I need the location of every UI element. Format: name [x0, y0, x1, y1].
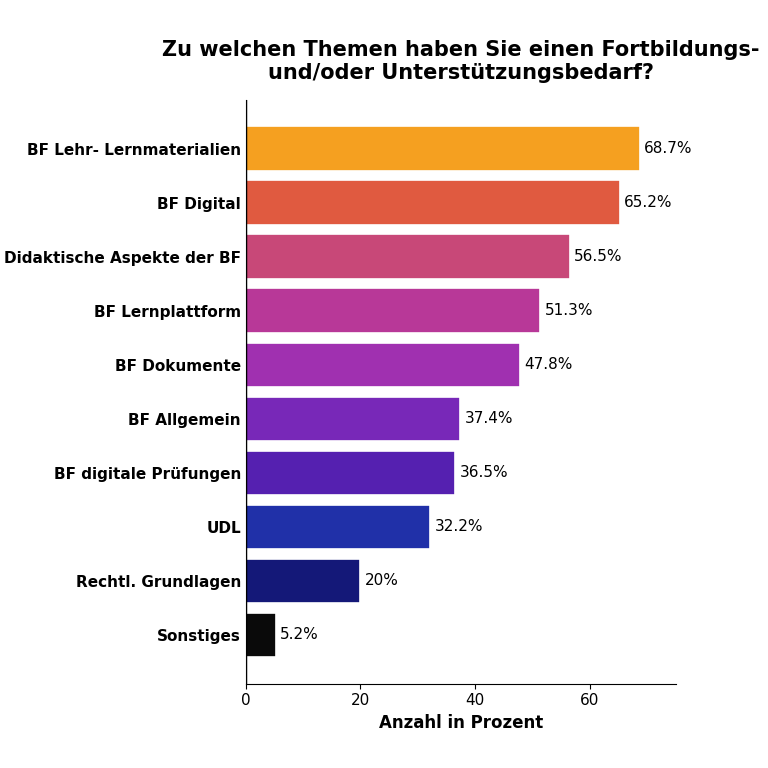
Bar [246, 396, 460, 441]
Bar [246, 180, 620, 225]
Text: 56.5%: 56.5% [574, 249, 623, 264]
Text: 47.8%: 47.8% [525, 357, 573, 372]
Bar [246, 343, 520, 387]
Text: 68.7%: 68.7% [644, 141, 693, 156]
Text: 20%: 20% [365, 573, 399, 588]
Bar [246, 127, 640, 170]
Title: Zu welchen Themen haben Sie einen Fortbildungs-
und/oder Unterstützungsbedarf?: Zu welchen Themen haben Sie einen Fortbi… [162, 40, 760, 83]
Bar [246, 613, 276, 657]
Bar [246, 505, 430, 549]
Text: 32.2%: 32.2% [435, 519, 484, 535]
Text: 65.2%: 65.2% [624, 195, 673, 210]
Text: 37.4%: 37.4% [465, 411, 513, 426]
Bar [246, 289, 540, 333]
X-axis label: Anzahl in Prozent: Anzahl in Prozent [379, 713, 543, 732]
Text: 51.3%: 51.3% [545, 303, 593, 318]
Bar [246, 451, 455, 495]
Bar [246, 234, 570, 279]
Text: 36.5%: 36.5% [460, 465, 508, 480]
Text: 5.2%: 5.2% [280, 627, 319, 642]
Bar [246, 558, 360, 603]
